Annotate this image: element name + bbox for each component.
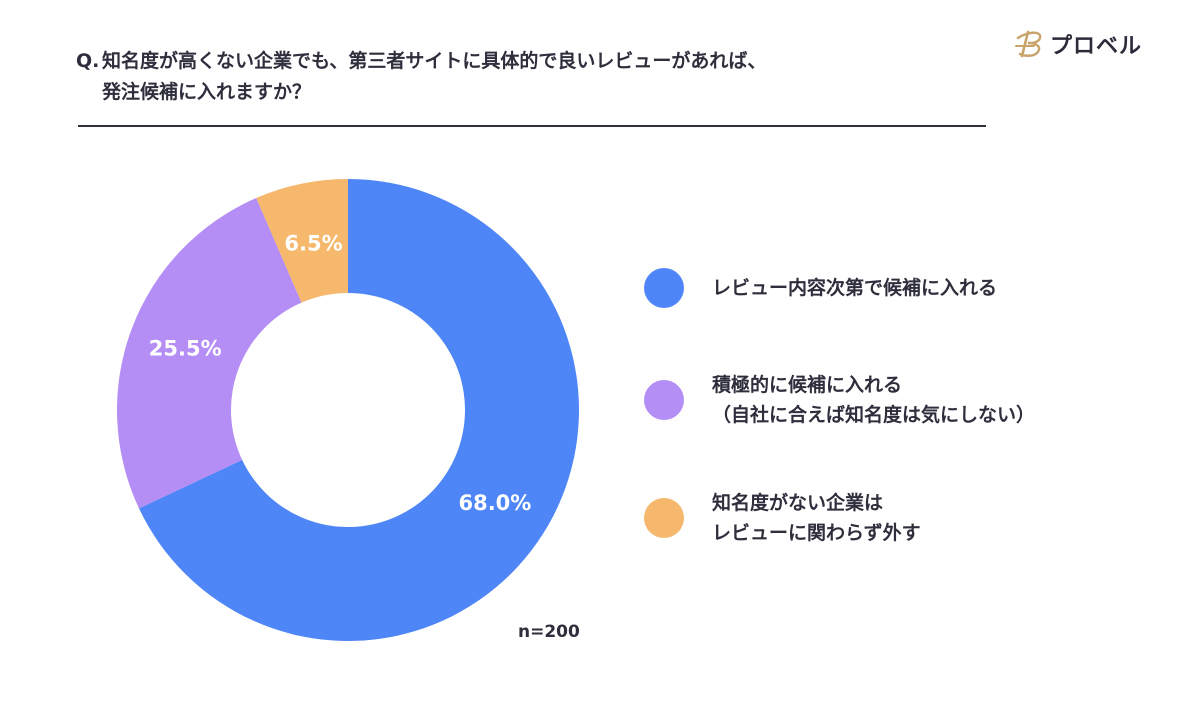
brand-mark-icon — [1015, 30, 1042, 58]
legend-label-1: レビュー内容次第で候補に入れる — [712, 277, 998, 299]
legend-item-3: 知名度がない企業は レビューに関わらず外す — [644, 488, 921, 548]
title-divider — [78, 125, 986, 127]
legend-swatch-1 — [644, 268, 684, 308]
legend-swatch-3 — [644, 498, 684, 538]
donut-data-label-2: 25.5% — [149, 336, 222, 360]
legend-label-2: 積極的に候補に入れる （自社に合えば知名度は気にしない） — [712, 374, 1036, 426]
legend-item-1: レビュー内容次第で候補に入れる — [644, 268, 997, 308]
question-prefix: Q. — [76, 50, 100, 72]
donut-data-labels: 68.0% 25.5% 6.5% — [149, 232, 532, 516]
legend-item-2: 積極的に候補に入れる （自社に合えば知名度は気にしない） — [644, 370, 1035, 430]
question-line-1: 知名度が高くない企業でも、第三者サイトに具体的で良いレビューがあれば、 — [102, 50, 767, 72]
question-title: Q. 知名度が高くない企業でも、第三者サイトに具体的で良いレビューがあれば、 発注… — [76, 46, 936, 108]
brand-logo: プロベル — [1012, 26, 1142, 62]
donut-slice-1 — [138, 179, 579, 642]
brand-name: プロベル — [1050, 34, 1143, 59]
legend-label-3: 知名度がない企業は レビューに関わらず外す — [712, 492, 921, 544]
sample-size-annotation: n=200 — [518, 622, 580, 642]
donut-data-label-3: 6.5% — [284, 232, 342, 256]
donut-slice-3 — [256, 179, 348, 303]
donut-slices — [117, 179, 579, 642]
question-line-2: 発注候補に入れますか？ — [102, 81, 312, 103]
legend-swatch-2 — [644, 380, 684, 420]
donut-data-label-1: 68.0% — [458, 491, 531, 515]
donut-slice-2 — [117, 197, 302, 509]
